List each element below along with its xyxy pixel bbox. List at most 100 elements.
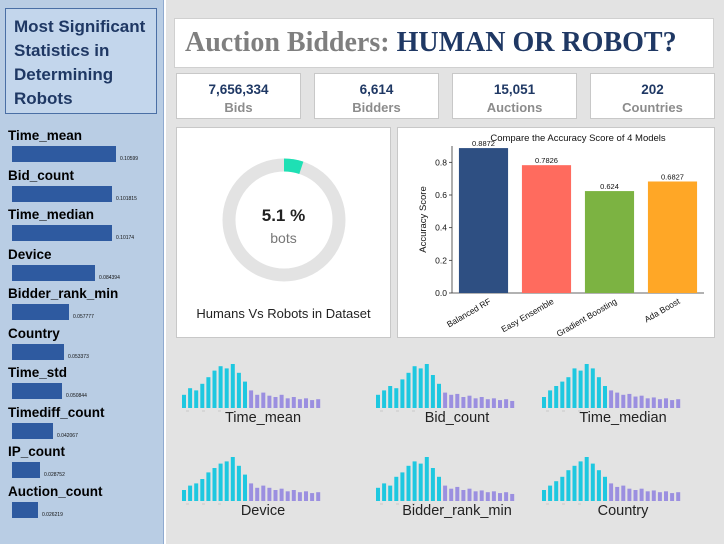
donut-percent: 5.1 % <box>261 206 306 225</box>
feature-bar <box>12 225 112 241</box>
human-bar <box>424 364 429 408</box>
robot-bar <box>479 397 484 408</box>
human-bar <box>218 463 223 501</box>
human-bar <box>412 366 417 408</box>
robot-bar <box>479 490 484 501</box>
human-bar <box>424 457 429 501</box>
robot-bar <box>645 491 650 501</box>
axis-dot <box>546 503 549 505</box>
robot-bar <box>316 399 321 408</box>
human-bar <box>548 485 553 501</box>
distribution-chart: Device <box>178 455 348 535</box>
robot-bar <box>657 399 662 408</box>
x-tick-label: Easy Ensemble <box>499 296 555 334</box>
robot-bar <box>297 492 302 501</box>
feature-bar <box>12 264 95 281</box>
robot-bar <box>645 398 650 408</box>
robot-bar <box>657 492 662 501</box>
kpi-auctions: 15,051 Auctions <box>452 73 577 119</box>
robot-bar <box>291 397 296 408</box>
robot-bar <box>639 395 644 408</box>
human-bar <box>236 372 241 408</box>
robot-bar <box>473 398 478 408</box>
human-bar <box>418 368 423 408</box>
robot-bar <box>461 397 466 408</box>
human-bar <box>182 394 186 408</box>
feature-bar <box>12 304 69 320</box>
human-bar <box>212 468 217 501</box>
human-bar <box>376 394 380 408</box>
human-bar <box>578 461 583 501</box>
axis-dot <box>412 503 415 505</box>
robot-bar <box>615 486 620 501</box>
human-bar <box>554 386 559 408</box>
robot-bar <box>255 394 260 408</box>
robot-bar <box>639 488 644 501</box>
bar-value-label: 0.624 <box>600 182 619 191</box>
human-bar <box>243 474 247 501</box>
accuracy-bar <box>584 191 635 293</box>
y-tick-label: 0.0 <box>435 288 447 298</box>
feature-value: 0.101815 <box>116 195 137 202</box>
feature-label: Device <box>8 246 52 262</box>
axis-dot <box>186 410 189 412</box>
robot-bar <box>249 483 254 501</box>
feature-label: IP_count <box>8 444 66 459</box>
human-bar <box>572 465 577 501</box>
distribution-label: Time_mean <box>224 410 302 426</box>
human-bar <box>212 370 217 408</box>
robot-bar <box>310 493 315 501</box>
robot-bar <box>504 492 509 501</box>
robot-bar <box>664 491 668 501</box>
feature-bar <box>12 422 53 439</box>
robot-bar <box>485 492 490 501</box>
feature-value: 0.026219 <box>42 511 63 518</box>
robot-bar <box>261 485 266 501</box>
robot-bar <box>621 485 626 501</box>
distribution-chart: Time_mean <box>178 362 348 442</box>
y-tick-label: 0.6 <box>435 190 447 200</box>
kpi-value: 6,614 <box>359 82 394 97</box>
bar-value-label: 0.7826 <box>535 156 558 165</box>
axis-dot <box>562 503 565 505</box>
human-bar <box>382 483 387 501</box>
human-bar <box>572 368 577 408</box>
human-bar <box>560 476 565 501</box>
y-axis-label: Accuracy Score <box>418 186 429 253</box>
human-bar <box>194 390 199 408</box>
human-bar <box>406 372 411 408</box>
axis-dot <box>546 410 549 412</box>
human-bar <box>584 457 589 501</box>
robot-bar <box>267 395 272 408</box>
human-bar <box>406 465 411 501</box>
robot-bar <box>627 488 632 501</box>
human-bar <box>437 383 441 408</box>
feature-label: Bid_count <box>8 167 74 183</box>
human-bar <box>566 470 571 501</box>
robot-bar <box>473 491 478 501</box>
robot-bar <box>504 399 509 408</box>
robot-bar <box>455 393 460 408</box>
human-bar <box>542 490 546 501</box>
x-tick-label: Ada Boost <box>643 296 683 325</box>
robot-bar <box>670 400 675 408</box>
robot-bar <box>676 492 681 501</box>
feature-value: 0.057777 <box>73 314 94 320</box>
axis-dot <box>218 410 221 412</box>
axis-dot <box>380 410 383 412</box>
distribution-label: Bid_count <box>424 410 490 426</box>
human-bar <box>382 390 387 408</box>
feature-value: 0.053373 <box>68 353 89 360</box>
human-bar <box>590 368 595 408</box>
title-part2: HUMAN OR ROBOT? <box>396 27 677 58</box>
robot-bar <box>498 400 502 408</box>
robot-bar <box>651 490 656 501</box>
robot-bar <box>249 390 254 408</box>
feature-importance-panel: Most Significant Statistics in Determini… <box>0 0 164 544</box>
human-bar <box>188 485 193 501</box>
distribution-bars <box>376 364 515 412</box>
robot-bar <box>310 400 315 408</box>
title-part1: Auction Bidders: <box>185 27 397 58</box>
feature-value: 0.028752 <box>44 472 65 478</box>
human-bar <box>230 457 235 501</box>
